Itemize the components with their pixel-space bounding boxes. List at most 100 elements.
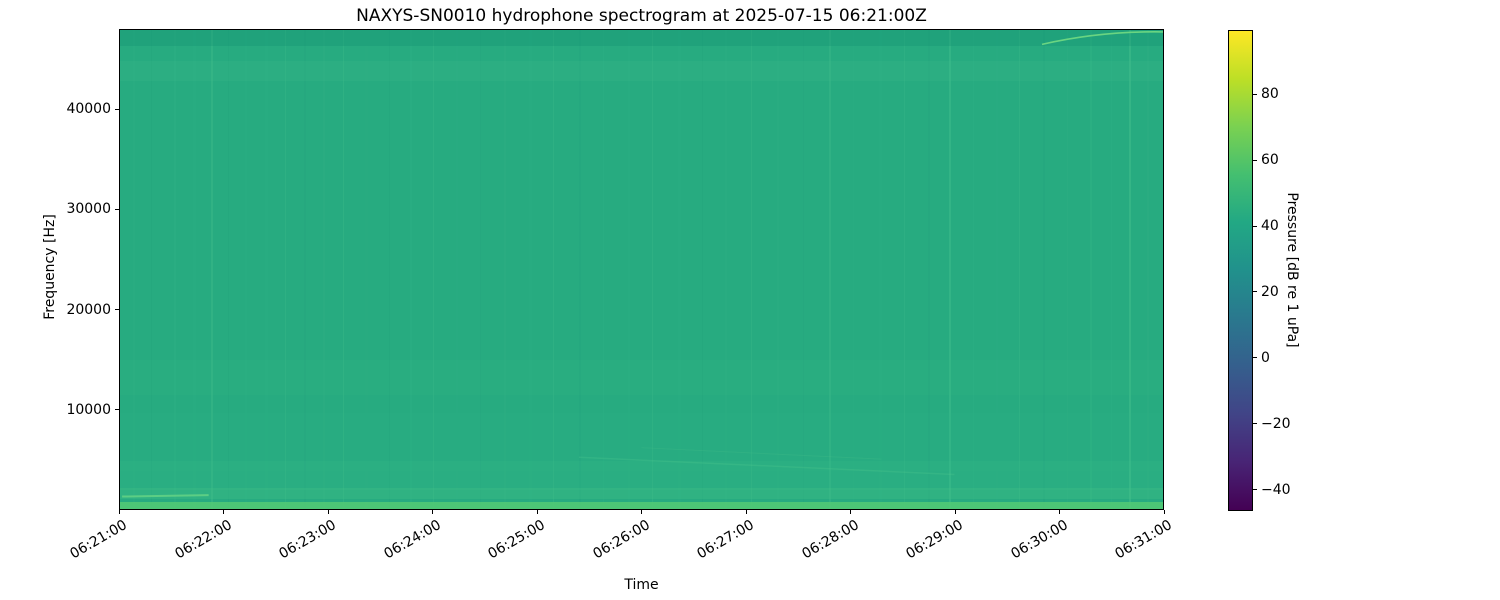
colorbar-tick-mark xyxy=(1253,291,1257,293)
x-axis-label: Time xyxy=(624,577,659,593)
colorbar-tick-label: 40 xyxy=(1261,218,1279,235)
spectrogram-background xyxy=(120,30,1163,509)
transient-stripe xyxy=(1089,30,1092,509)
x-tick-mark xyxy=(118,510,120,514)
x-tick-label: 06:22:00 xyxy=(172,517,235,563)
transient-stripe xyxy=(264,30,268,509)
transient-stripe xyxy=(1019,30,1021,509)
x-tick-mark xyxy=(850,510,851,514)
frequency-band xyxy=(120,502,1163,509)
transient-stripe xyxy=(552,30,554,509)
x-tick-label: 06:30:00 xyxy=(1008,517,1071,563)
transient-stripe xyxy=(1110,30,1112,509)
transient-stripe xyxy=(949,30,952,509)
colorbar-tick-mark xyxy=(1253,423,1257,425)
colorbar-tick-label: 20 xyxy=(1261,283,1279,300)
transient-stripe xyxy=(777,30,780,509)
noise-streak xyxy=(579,457,954,474)
y-tick-label: 30000 xyxy=(66,201,111,218)
x-tick-label: 06:27:00 xyxy=(694,517,757,563)
colorbar-tick-label: −20 xyxy=(1261,415,1291,432)
transient-stripe xyxy=(479,30,481,509)
x-tick-mark xyxy=(954,510,956,514)
x-tick-mark xyxy=(327,510,329,514)
y-tick-mark xyxy=(115,108,119,110)
y-tick-mark xyxy=(115,208,119,210)
chirp-arc xyxy=(1042,32,1163,45)
transient-stripe xyxy=(701,30,703,509)
transient-stripe xyxy=(829,30,832,509)
y-tick-mark xyxy=(115,409,119,411)
x-tick-mark xyxy=(1059,510,1060,514)
y-tick-label: 20000 xyxy=(66,301,111,318)
transient-stripe xyxy=(132,30,135,509)
transient-stripe xyxy=(996,30,999,509)
colorbar-tick-label: 80 xyxy=(1261,86,1279,103)
x-tick-mark xyxy=(641,510,642,514)
transient-stripe xyxy=(284,30,286,509)
colorbar-tick-label: 0 xyxy=(1261,349,1270,366)
frequency-band xyxy=(120,413,1163,471)
transient-stripe xyxy=(528,30,532,509)
transient-stripe xyxy=(724,30,727,509)
x-tick-mark xyxy=(536,510,538,514)
x-tick-label: 06:29:00 xyxy=(903,517,966,563)
colorbar-tick-mark xyxy=(1253,159,1257,161)
y-tick-mark xyxy=(115,309,119,311)
x-tick-mark xyxy=(1163,510,1165,514)
transient-stripe xyxy=(803,30,805,509)
transient-stripe xyxy=(904,30,906,509)
transient-stripe xyxy=(1128,30,1131,509)
transient-stripe xyxy=(210,30,213,509)
colorbar-tick-mark xyxy=(1253,93,1257,95)
colorbar-tick-mark xyxy=(1253,357,1257,359)
transient-stripe xyxy=(602,30,604,509)
transient-stripe xyxy=(627,30,630,509)
transient-stripe xyxy=(1043,30,1046,509)
transient-stripe xyxy=(751,30,752,509)
colorbar-tick-mark xyxy=(1253,489,1257,491)
transient-stripe xyxy=(651,30,653,509)
transient-stripe xyxy=(455,30,458,509)
transient-stripe xyxy=(432,30,434,509)
x-tick-mark xyxy=(432,510,433,514)
transient-stripe xyxy=(365,30,369,509)
transient-stripe xyxy=(1147,30,1150,509)
colorbar-tick-label: 60 xyxy=(1261,152,1279,169)
transient-stripe xyxy=(973,30,975,509)
x-tick-mark xyxy=(745,510,747,514)
x-tick-label: 06:23:00 xyxy=(276,517,339,563)
transient-stripe xyxy=(303,30,306,509)
frequency-band xyxy=(120,488,1163,499)
x-tick-mark xyxy=(223,510,224,514)
colorbar-tick-mark xyxy=(1253,225,1257,227)
transient-stripe xyxy=(193,30,196,509)
x-tick-label: 06:28:00 xyxy=(799,517,862,563)
colorbar xyxy=(1228,30,1253,511)
transient-stripe xyxy=(678,30,681,509)
transient-stripe xyxy=(343,30,345,509)
transient-stripe xyxy=(928,30,931,509)
frequency-band xyxy=(120,60,1163,81)
colorbar-tick-label: −40 xyxy=(1261,481,1291,498)
y-tick-label: 40000 xyxy=(66,101,111,118)
transient-stripe xyxy=(151,30,153,509)
frequency-band xyxy=(120,359,1163,396)
transient-stripe xyxy=(323,30,326,509)
noise-streak xyxy=(642,448,882,459)
transient-stripe xyxy=(245,30,248,509)
overlay-layer xyxy=(120,30,1163,509)
x-tick-label: 06:24:00 xyxy=(381,517,444,563)
colorbar-label: Pressure [dB re 1 uPa] xyxy=(1284,192,1300,348)
spectrogram-plot-area xyxy=(119,29,1164,510)
x-tick-label: 06:26:00 xyxy=(590,517,653,563)
chart-title: NAXYS-SN0010 hydrophone spectrogram at 2… xyxy=(356,6,927,26)
transient-stripe xyxy=(879,30,883,509)
frequency-band xyxy=(120,30,1163,47)
x-tick-label: 06:21:00 xyxy=(67,517,130,563)
transient-stripe xyxy=(853,30,855,509)
transient-stripe xyxy=(578,30,581,509)
transient-stripe xyxy=(228,30,230,509)
transient-stripe xyxy=(1067,30,1069,509)
